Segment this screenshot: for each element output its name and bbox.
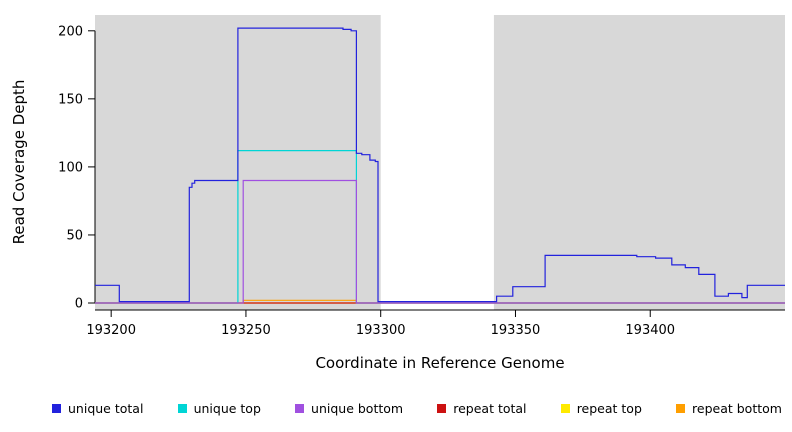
y-tick-label: 200 (58, 24, 83, 39)
x-tick-label: 193250 (221, 323, 271, 338)
y-tick-label: 150 (58, 92, 83, 107)
legend-swatch (676, 403, 686, 413)
legend-swatch (177, 403, 187, 413)
y-axis-title: Read Coverage Depth (10, 79, 28, 245)
legend-swatch (295, 403, 305, 413)
x-tick-label: 193200 (86, 323, 136, 338)
x-tick-label: 193350 (491, 323, 541, 338)
legend-item: unique total (52, 401, 143, 416)
legend-swatch (437, 403, 447, 413)
legend-label: unique bottom (311, 400, 404, 416)
legend-item: repeat bottom (676, 401, 782, 416)
legend-item: unique top (177, 400, 261, 416)
legend-item: repeat top (560, 400, 642, 416)
legend-item: repeat total (437, 400, 527, 416)
x-tick-label: 193300 (356, 323, 406, 338)
series-unique-total (95, 27, 785, 303)
x-tick-label: 193400 (625, 323, 675, 338)
legend-swatch (52, 403, 61, 413)
legend-label: unique top (193, 400, 261, 416)
shaded-region (493, 15, 785, 310)
legend-swatch (560, 403, 570, 413)
legend-label: repeat bottom (692, 400, 782, 416)
legend-item: unique bottom (295, 401, 403, 416)
y-tick-label: 50 (66, 228, 83, 243)
x-axis-title: Coordinate in Reference Genome (315, 354, 565, 372)
series-unique-bottom (95, 179, 785, 304)
legend-label: unique total (68, 400, 144, 416)
legend: unique total unique top unique bottom repea… (52, 398, 782, 418)
legend-label: repeat total (453, 400, 527, 416)
y-tick-label: 0 (75, 297, 83, 312)
y-tick-label: 100 (58, 160, 83, 175)
legend-label: repeat top (576, 400, 642, 416)
